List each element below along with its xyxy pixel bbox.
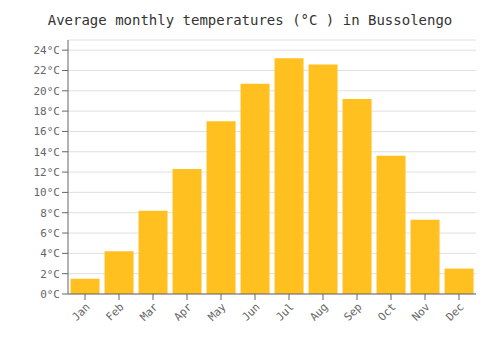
svg-text:24°C: 24°C [34,44,61,57]
svg-text:8°C: 8°C [40,207,60,220]
svg-text:Mar: Mar [137,300,161,324]
svg-text:Jan: Jan [69,300,92,323]
svg-text:Jun: Jun [239,300,262,323]
svg-text:16°C: 16°C [34,125,61,138]
svg-text:2°C: 2°C [40,268,60,281]
svg-text:22°C: 22°C [34,64,61,77]
svg-text:0°C: 0°C [40,288,60,301]
svg-text:14°C: 14°C [34,146,61,159]
svg-text:Aug: Aug [307,300,330,323]
svg-text:4°C: 4°C [40,247,60,260]
svg-text:Oct: Oct [375,300,398,323]
svg-text:Dec: Dec [443,300,466,323]
svg-text:18°C: 18°C [34,105,61,118]
svg-text:20°C: 20°C [34,85,61,98]
svg-text:6°C: 6°C [40,227,60,240]
svg-text:May: May [205,300,229,324]
html-text:Average monthly temperatures (: Average monthly temperatures (°C ) in Bu… [47,12,453,28]
svg-text:12°C: 12°C [34,166,61,179]
svg-text:Nov: Nov [409,300,433,324]
svg-text:10°C: 10°C [34,186,61,199]
svg-text:Sep: Sep [341,300,364,323]
svg-text:Apr: Apr [171,300,195,324]
svg-text:Feb: Feb [103,300,126,323]
svg-text:Jul: Jul [273,300,296,323]
